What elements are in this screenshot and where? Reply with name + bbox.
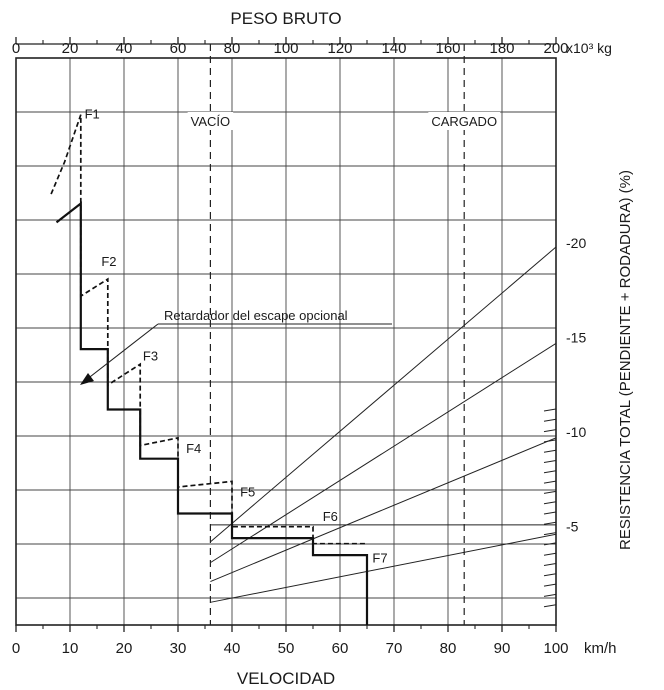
top-tick-label: 0 <box>12 40 20 57</box>
gear-labels: F1 F2 F3 F4 F5 F6 F7 <box>85 106 388 565</box>
top-tick-label: 60 <box>170 40 187 57</box>
top-axis: 0 20 40 60 80 100 120 140 160 180 200 <box>12 37 569 57</box>
weight-marker-label: VACÍO <box>191 114 231 129</box>
right-tick-label: -20 <box>566 235 586 251</box>
annotation-group: Retardador del escape opcional <box>80 308 392 385</box>
right-minor-tick <box>543 532 557 536</box>
right-tick-label: -15 <box>566 330 586 346</box>
right-minor-tick <box>543 490 557 494</box>
annotation-leader <box>85 323 159 381</box>
top-axis-unit: x10³ kg <box>566 40 612 56</box>
gear-label: F2 <box>101 254 116 269</box>
retarder-curve-standard <box>55 201 369 625</box>
right-minor-tick <box>543 552 557 556</box>
weight-marker-label-bg <box>428 112 501 130</box>
right-minor-tick <box>543 449 557 453</box>
annotation-arrowhead <box>80 373 94 385</box>
bottom-tick-label: 40 <box>224 640 241 657</box>
resistance-line <box>210 342 556 564</box>
gear-label: F7 <box>372 551 387 566</box>
top-tick-label: 20 <box>62 40 79 57</box>
rimpull-lines <box>210 246 556 603</box>
right-minor-tick <box>543 418 557 422</box>
right-minor-tick <box>543 604 557 608</box>
right-minor-tick <box>543 460 557 463</box>
bottom-axis-unit: km/h <box>584 640 617 657</box>
bottom-tick-label: 60 <box>332 640 349 657</box>
gear-label: F5 <box>240 484 255 499</box>
bottom-tick-label: 80 <box>440 640 457 657</box>
right-minor-tick <box>543 521 557 525</box>
top-tick-label: 120 <box>327 40 352 57</box>
bottom-tick-label: 10 <box>62 640 79 657</box>
weight-marker-label: CARGADO <box>431 114 497 129</box>
weight-marker-label-bg <box>187 112 234 130</box>
right-minor-tick <box>543 429 557 433</box>
top-tick-label: 200 <box>543 40 568 57</box>
right-minor-tick <box>543 470 557 474</box>
bottom-tick-label: 30 <box>170 640 187 657</box>
bottom-axis-title: VELOCIDAD <box>237 669 335 688</box>
bottom-tick-label: 70 <box>386 640 403 657</box>
resistance-line <box>210 437 556 582</box>
top-tick-label: 80 <box>224 40 241 57</box>
gear-label: F3 <box>143 348 158 363</box>
bottom-tick-label: 50 <box>278 640 295 657</box>
retarder-curves <box>50 114 369 625</box>
top-axis-title: PESO BRUTO <box>230 9 341 28</box>
bottom-tick-label: 20 <box>116 640 133 657</box>
right-minor-tick <box>543 501 557 505</box>
resistance-line <box>210 246 556 543</box>
top-tick-label: 40 <box>116 40 133 57</box>
bottom-axis: 0 10 20 30 40 50 60 70 80 90 100 <box>12 625 569 657</box>
top-tick-label: 100 <box>273 40 298 57</box>
gear-label: F4 <box>186 441 201 456</box>
right-minor-tick <box>543 583 557 587</box>
gear-label: F1 <box>85 106 100 121</box>
bottom-tick-label: 100 <box>543 640 568 657</box>
right-minor-tick <box>543 573 557 577</box>
grid-lines <box>16 58 556 625</box>
right-axis: -20 -15 -10 -5 <box>543 235 586 608</box>
right-minor-tick <box>543 480 557 484</box>
right-minor-tick <box>543 408 557 412</box>
right-minor-tick <box>543 542 557 546</box>
bottom-tick-label: 90 <box>494 640 511 657</box>
right-tick-label: -5 <box>566 519 579 535</box>
right-axis-title: RESISTENCIA TOTAL (PENDIENTE + RODADURA)… <box>617 170 634 550</box>
right-minor-tick <box>543 563 557 566</box>
gear-label: F6 <box>323 509 338 524</box>
top-tick-label: 160 <box>435 40 460 57</box>
right-tick-label: -10 <box>566 424 586 440</box>
top-tick-label: 140 <box>381 40 406 57</box>
annotation-text: Retardador del escape opcional <box>164 308 348 323</box>
weight-markers: VACÍO CARGADO <box>187 44 501 625</box>
retarder-curve-optional <box>50 114 367 545</box>
bottom-tick-label: 0 <box>12 640 20 657</box>
right-minor-tick <box>543 593 557 597</box>
resistance-line <box>210 533 556 603</box>
right-minor-tick <box>543 511 557 515</box>
top-tick-label: 180 <box>489 40 514 57</box>
